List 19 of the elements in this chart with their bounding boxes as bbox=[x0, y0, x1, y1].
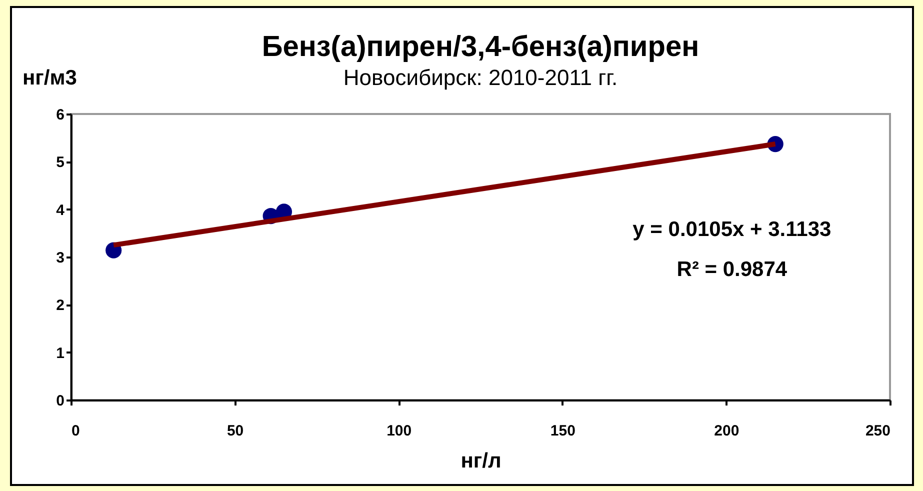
y-tick-label: 5 bbox=[56, 154, 64, 172]
y-tick-label: 1 bbox=[56, 344, 64, 362]
annotation: R² = 0.9874 bbox=[676, 258, 788, 281]
chart-title: Бенз(а)пирен/3,4-бенз(а)пирен bbox=[262, 31, 700, 63]
y-tick-label: 2 bbox=[56, 297, 64, 314]
y-axis-title: нг/м3 bbox=[22, 66, 77, 90]
x-axis-title: нг/л bbox=[460, 450, 502, 472]
x-tick-label: 100 bbox=[386, 422, 412, 440]
y-tick-label: 6 bbox=[56, 106, 64, 124]
y-tick-label: 4 bbox=[56, 202, 66, 219]
y-tick-label: 0 bbox=[56, 392, 64, 410]
annotation: y = 0.0105x + 3.1133 bbox=[632, 218, 832, 241]
x-tick-label: 250 bbox=[865, 422, 890, 440]
x-tick-label: 150 bbox=[550, 422, 576, 440]
x-tick-label: 0 bbox=[72, 422, 80, 440]
y-tick-label: 3 bbox=[56, 250, 64, 266]
x-tick-label: 200 bbox=[714, 422, 740, 440]
x-tick-label: 50 bbox=[226, 422, 244, 440]
chart-subtitle: Новосибирск: 2010-2011 гг. bbox=[343, 65, 618, 90]
